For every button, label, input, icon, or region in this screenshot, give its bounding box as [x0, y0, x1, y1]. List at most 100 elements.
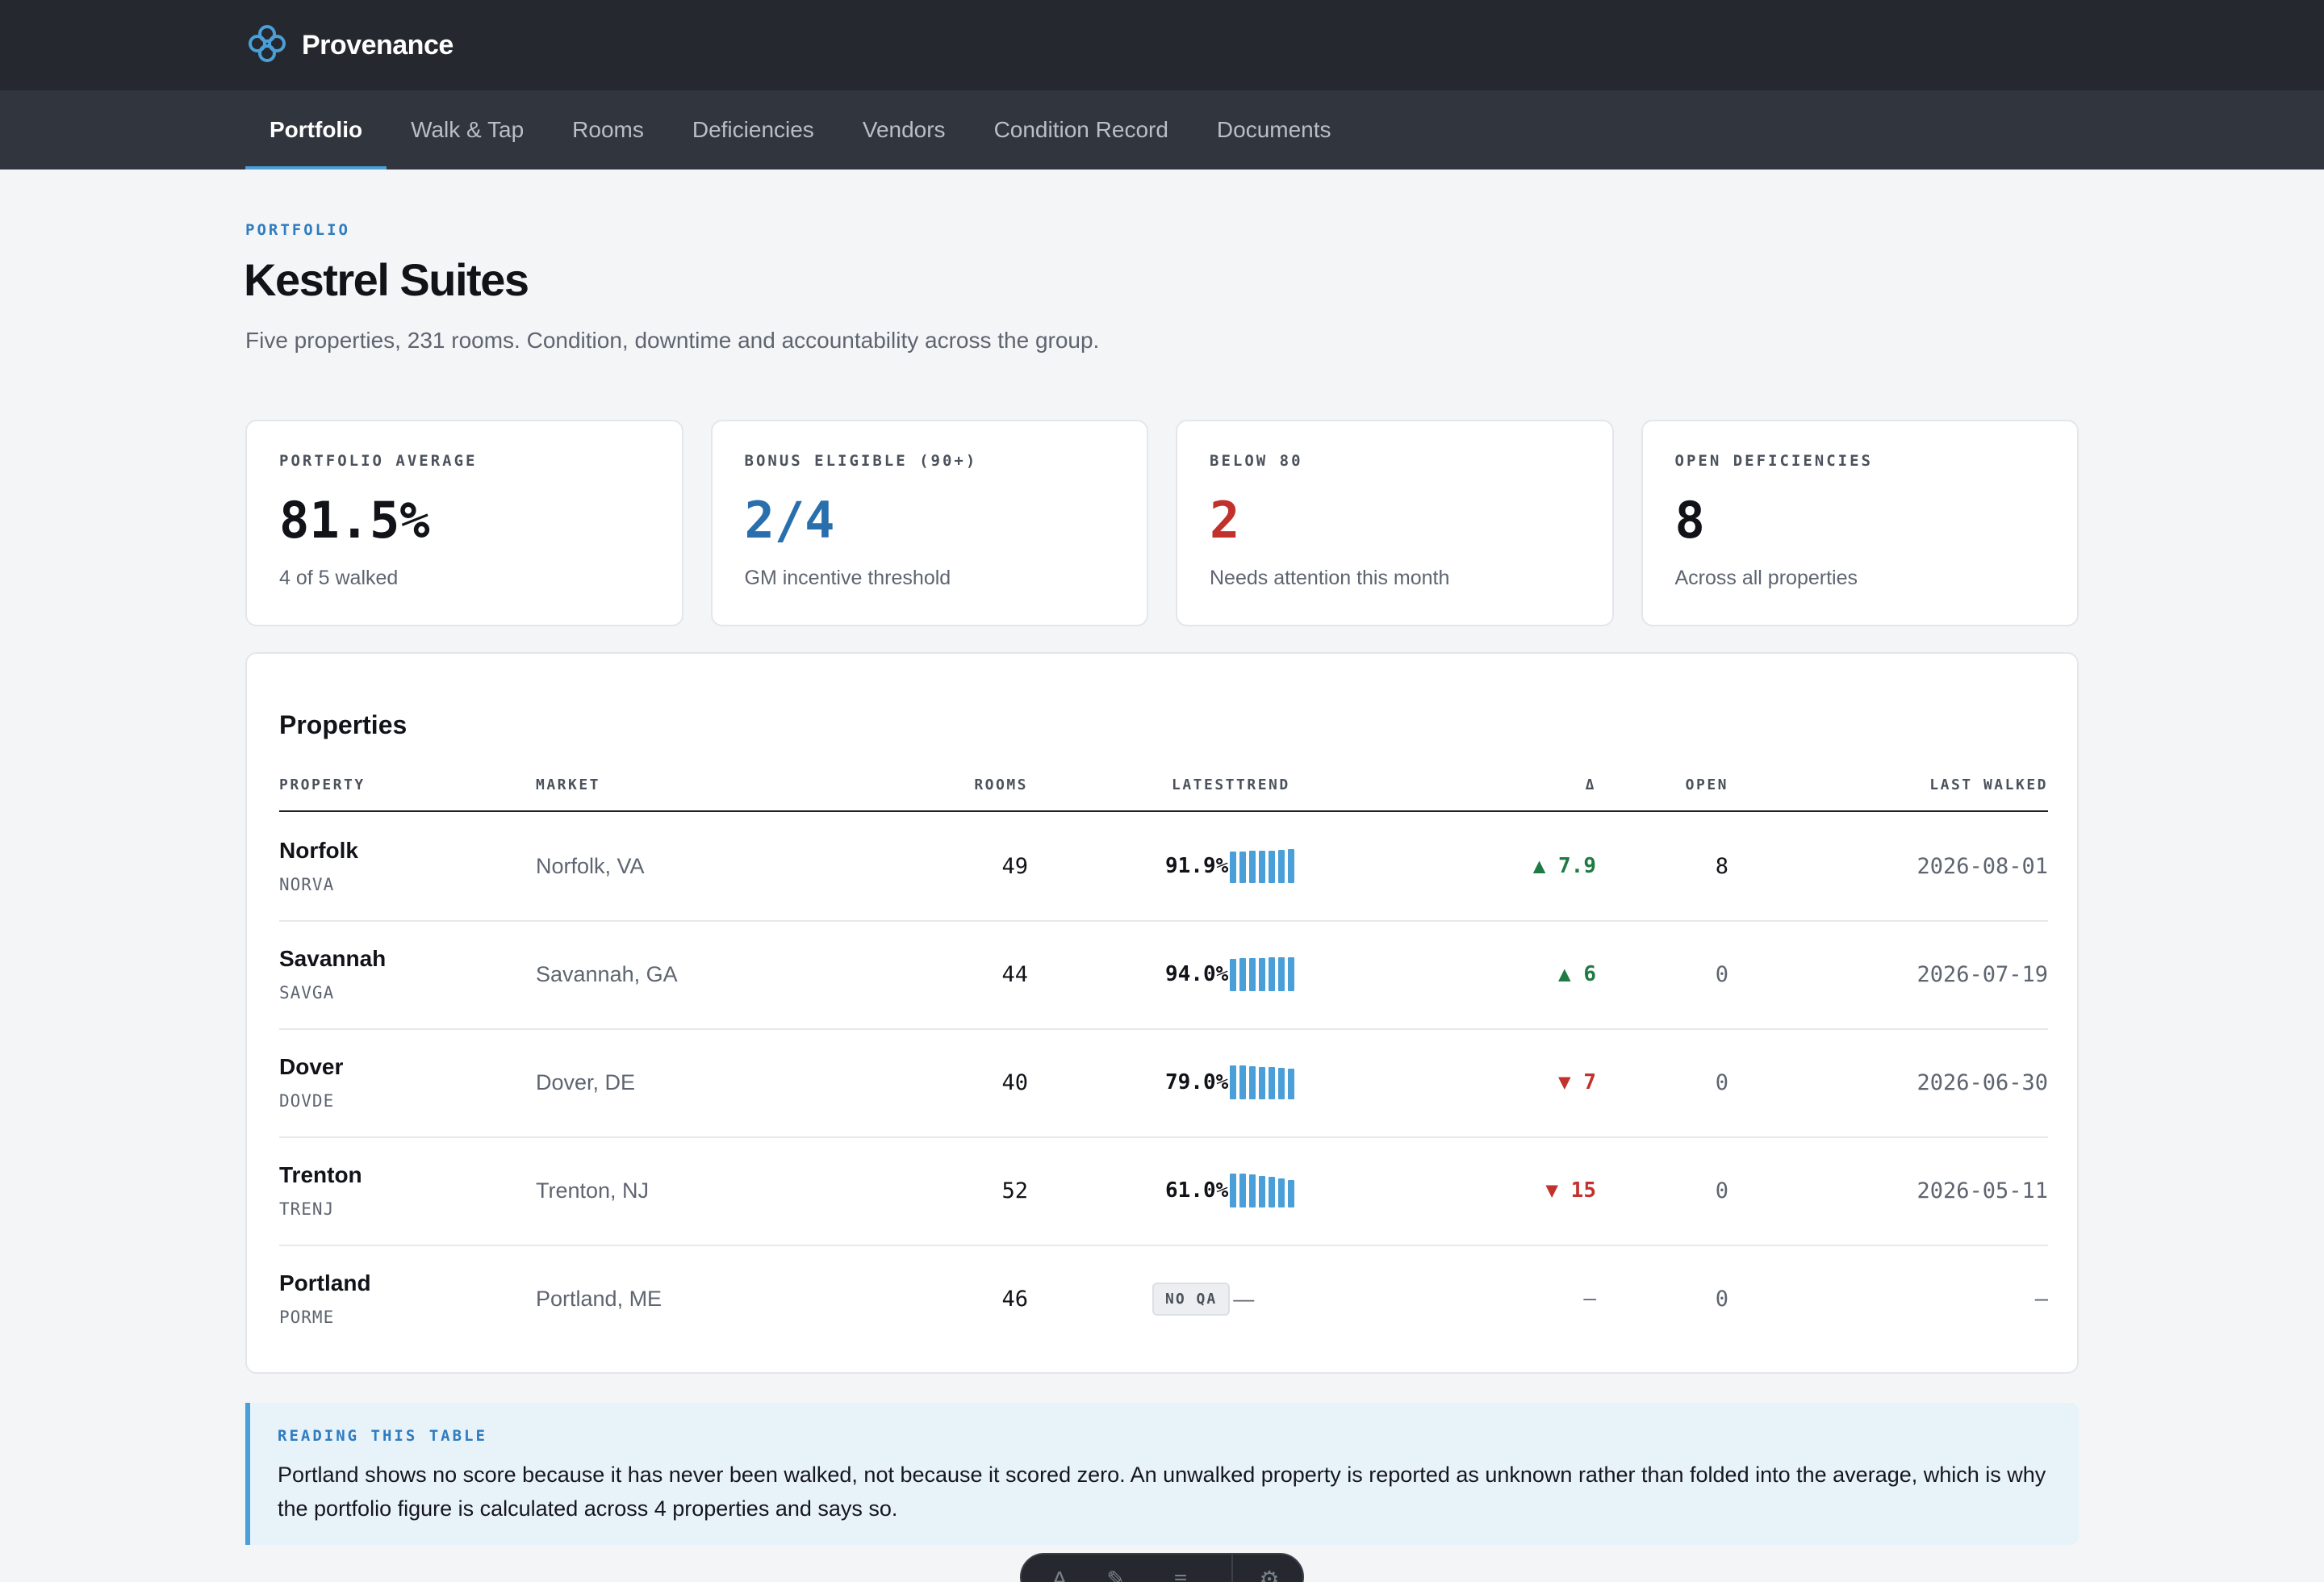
- last-walked-date: 2026-06-30: [1916, 1070, 2048, 1095]
- tab-rooms[interactable]: Rooms: [572, 117, 644, 142]
- page-eyebrow: PORTFOLIO: [245, 221, 350, 239]
- score-delta: —: [1583, 1287, 1596, 1311]
- floating-toolbar: A ✎ ≡ ⚙: [1020, 1553, 1304, 1582]
- trend-bar: [1239, 1174, 1247, 1207]
- tab-portfolio[interactable]: Portfolio: [245, 90, 387, 170]
- page-title: Kestrel Suites: [244, 254, 529, 305]
- column-header-rooms[interactable]: ROOMS: [974, 776, 1028, 793]
- trend-bar: [1269, 851, 1276, 883]
- text-tool-icon[interactable]: A: [1051, 1567, 1068, 1582]
- property-name[interactable]: Portland: [279, 1270, 371, 1295]
- info-callout: READING THIS TABLE Portland shows no sco…: [245, 1403, 2079, 1545]
- trend-bar: [1249, 1174, 1256, 1207]
- trend-bar: [1259, 1067, 1266, 1099]
- last-walked-date: 2026-07-19: [1916, 962, 2048, 987]
- table-row[interactable]: Dover DOVDE Dover, DE 40 79.0% ▼ 7 0 202…: [279, 1030, 2048, 1138]
- property-code: SAVGA: [279, 983, 335, 1002]
- stat-note: Across all properties: [1674, 567, 1858, 589]
- trend-bar: [1239, 1065, 1247, 1099]
- last-walked-date: 2026-05-11: [1916, 1178, 2048, 1203]
- trend-bar: [1230, 959, 1237, 991]
- stat-value: 81.5%: [279, 491, 430, 550]
- property-rooms: 49: [1001, 854, 1028, 879]
- tab-deficiencies[interactable]: Deficiencies: [692, 117, 814, 142]
- column-header-open[interactable]: OPEN: [1685, 776, 1728, 793]
- menu-icon[interactable]: ≡: [1173, 1567, 1188, 1582]
- tab-vendors[interactable]: Vendors: [862, 117, 946, 142]
- stat-card-portfolio-average: PORTFOLIO AVERAGE 81.5% 4 of 5 walked: [245, 420, 683, 626]
- property-name[interactable]: Trenton: [279, 1162, 362, 1187]
- trend-bar: [1288, 1180, 1295, 1207]
- trend-bar: [1288, 957, 1295, 991]
- property-rooms: 52: [1001, 1178, 1028, 1203]
- column-header-market[interactable]: MARKET: [536, 776, 601, 793]
- latest-trend: 79.0%: [1165, 1064, 1295, 1101]
- stat-label: BONUS ELIGIBLE (90+): [744, 452, 978, 470]
- property-market: Trenton, NJ: [536, 1178, 650, 1203]
- latest-score: 94.0%: [1165, 962, 1229, 986]
- trend-bar: [1288, 849, 1295, 883]
- brand[interactable]: Provenance: [245, 21, 454, 69]
- property-rooms: 46: [1001, 1287, 1028, 1312]
- trend-bar: [1249, 958, 1256, 991]
- trend-bar: [1230, 1174, 1237, 1207]
- property-name[interactable]: Norfolk: [279, 838, 358, 863]
- page-subtitle: Five properties, 231 rooms. Condition, d…: [245, 328, 1100, 353]
- table-row[interactable]: Portland PORME Portland, ME 46 NO QA — —…: [279, 1246, 2048, 1354]
- brush-tool-icon[interactable]: ✎: [1106, 1567, 1126, 1582]
- trend-empty: —: [1233, 1286, 1255, 1311]
- brand-logo-icon: [245, 22, 289, 69]
- trend-bar: [1230, 1065, 1237, 1099]
- column-header-last-walked[interactable]: LAST WALKED: [1929, 776, 2048, 793]
- table-title: Properties: [279, 710, 408, 739]
- table-row[interactable]: Norfolk NORVA Norfolk, VA 49 91.9% ▲ 7.9…: [279, 814, 2048, 922]
- open-deficiencies: 0: [1715, 1070, 1728, 1095]
- stat-label: OPEN DEFICIENCIES: [1674, 452, 1873, 470]
- open-deficiencies: 0: [1715, 962, 1728, 987]
- trend-bar: [1269, 1067, 1276, 1099]
- trend-bar: [1239, 852, 1247, 883]
- trend-bar: [1259, 1176, 1266, 1207]
- property-code: NORVA: [279, 875, 335, 894]
- property-name[interactable]: Dover: [279, 1054, 344, 1079]
- column-header-latest-trend[interactable]: LATESTTREND: [1172, 776, 1290, 793]
- property-rooms: 40: [1001, 1070, 1028, 1095]
- last-walked-date: 2026-08-01: [1916, 854, 2048, 879]
- latest-trend: 61.0%: [1165, 1172, 1295, 1209]
- table-row[interactable]: Trenton TRENJ Trenton, NJ 52 61.0% ▼ 15 …: [279, 1138, 2048, 1246]
- properties-table-card: Properties PROPERTY MARKET ROOMS LATESTT…: [245, 652, 2079, 1374]
- no-qa-badge: NO QA: [1152, 1282, 1231, 1316]
- trend-bar: [1259, 851, 1266, 883]
- stat-note: Needs attention this month: [1210, 567, 1450, 589]
- property-market: Savannah, GA: [536, 962, 678, 986]
- latest-score: 91.9%: [1165, 854, 1229, 878]
- tab-condition-record[interactable]: Condition Record: [993, 117, 1168, 142]
- trend-bar: [1269, 1177, 1276, 1207]
- trend-bar: [1278, 957, 1285, 991]
- toolbar-divider: [1231, 1555, 1233, 1582]
- tab-walk-and-tap[interactable]: Walk & Tap: [411, 117, 525, 142]
- trend-bar: [1278, 1068, 1285, 1099]
- stat-value: 8: [1674, 491, 1705, 550]
- top-bar: Provenance: [0, 0, 2324, 90]
- trend-bar: [1239, 958, 1247, 991]
- column-header-property[interactable]: PROPERTY: [279, 776, 366, 793]
- latest-score: 79.0%: [1165, 1070, 1229, 1094]
- property-rooms: 44: [1001, 962, 1028, 987]
- score-delta: ▲ 7.9: [1532, 854, 1596, 878]
- open-deficiencies: 0: [1715, 1178, 1728, 1203]
- column-header-delta[interactable]: Δ: [1585, 776, 1596, 793]
- stat-card-open-deficiencies: OPEN DEFICIENCIES 8 Across all propertie…: [1641, 420, 2079, 626]
- trend-bar: [1288, 1069, 1295, 1099]
- callout-label: READING THIS TABLE: [278, 1427, 487, 1445]
- gear-icon[interactable]: ⚙: [1259, 1567, 1280, 1582]
- tab-documents[interactable]: Documents: [1216, 117, 1331, 142]
- property-market: Norfolk, VA: [536, 854, 645, 878]
- open-deficiencies: 8: [1715, 854, 1728, 879]
- stat-label: BELOW 80: [1210, 452, 1303, 470]
- stat-note: 4 of 5 walked: [279, 567, 399, 589]
- trend-bar: [1249, 1066, 1256, 1099]
- app-name: Provenance: [302, 29, 454, 61]
- property-name[interactable]: Savannah: [279, 946, 387, 971]
- table-row[interactable]: Savannah SAVGA Savannah, GA 44 94.0% ▲ 6…: [279, 922, 2048, 1030]
